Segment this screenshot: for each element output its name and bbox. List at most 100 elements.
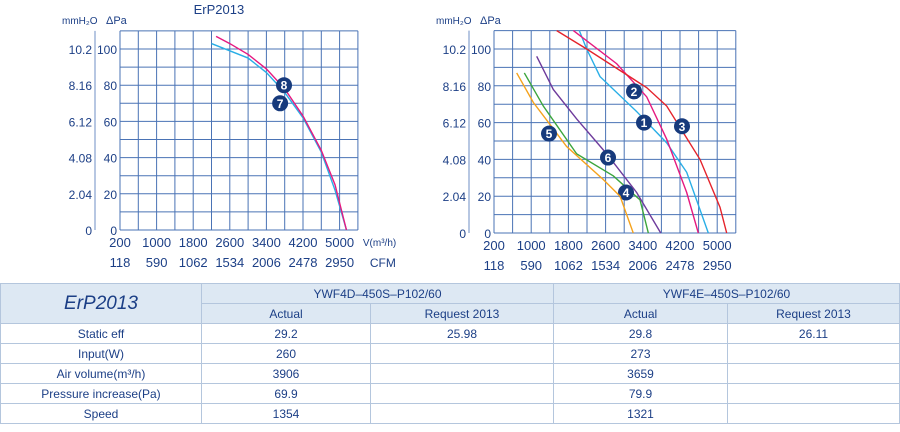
table-cell: 3906 (201, 363, 371, 384)
x-tick-label: 2600 (215, 235, 244, 250)
table-cell (727, 403, 900, 424)
table-cell: 260 (201, 343, 371, 364)
row-label: Air volume(m³/h) (0, 363, 202, 384)
y-tick-label: 60 (104, 115, 118, 129)
curve-marker-label: 1 (641, 116, 648, 130)
y-tick-label: 0 (484, 227, 491, 241)
table-row: Air volume(m³/h) 3906 3659 (0, 363, 900, 384)
x-tick-label: 5000 (703, 238, 732, 253)
x-tick-label: 1800 (179, 235, 208, 250)
curve-7 (211, 42, 348, 231)
x-tick-label: 4200 (289, 235, 318, 250)
y-tick-label-mm: 10.2 (69, 43, 93, 57)
x-tick-label-cfm: 1062 (179, 255, 208, 270)
row-label: Input(W) (0, 343, 202, 364)
curve-2 (572, 30, 699, 234)
curve-3 (556, 30, 728, 234)
curve-marker (276, 77, 293, 94)
curve-8 (215, 35, 348, 231)
y-unit-pa: ΔPa (480, 15, 502, 27)
y-tick-label-mm: 0 (459, 227, 466, 241)
x-tick-label: 1000 (517, 238, 546, 253)
curve-marker-label: 6 (605, 151, 612, 165)
y-unit-mm: mmH₂O (436, 16, 472, 27)
curve-marker-label: 5 (546, 127, 553, 141)
y-tick-label-mm: 8.16 (443, 80, 467, 94)
table-cell: 26.11 (727, 323, 900, 344)
x-tick-label: 200 (483, 238, 505, 253)
x-tick-label: 3400 (628, 238, 657, 253)
curve-marker (673, 118, 690, 135)
x-tick-label-cfm: 1062 (554, 258, 583, 273)
x-tick-label: 2600 (591, 238, 620, 253)
y-tick-label: 80 (478, 80, 492, 94)
x2-axis-label: CFM (370, 256, 396, 270)
y-tick-label-mm: 4.08 (69, 152, 93, 166)
curve-marker-label: 8 (281, 79, 288, 93)
y-tick-label-mm: 2.04 (69, 188, 93, 202)
x-tick-label-cfm: 118 (110, 255, 131, 270)
x-tick-label-cfm: 2950 (703, 258, 732, 273)
x-axis-label: V(m³/h) (363, 238, 396, 249)
y-unit-mm: mmH₂O (62, 16, 98, 27)
x-tick-label-cfm: 2950 (325, 255, 354, 270)
sub-header: Request 2013 (370, 303, 554, 324)
y-tick-label: 20 (478, 190, 492, 204)
curve-marker (272, 95, 289, 112)
y-tick-label-mm: 10.2 (443, 43, 467, 57)
x-tick-label: 4200 (666, 238, 695, 253)
row-label: Static eff (0, 323, 202, 344)
curve-marker (541, 125, 558, 142)
y-tick-label-mm: 6.12 (443, 117, 467, 131)
x-tick-label-cfm: 1534 (591, 258, 620, 273)
y-tick-label-mm: 6.12 (69, 115, 93, 129)
table-row: Speed 1354 1321 (0, 403, 900, 424)
x-tick-label-cfm: 2478 (289, 255, 318, 270)
y-tick-label: 20 (104, 188, 118, 202)
sub-header: Actual (201, 303, 371, 324)
curve-marker (626, 83, 643, 100)
y-tick-label: 40 (104, 152, 118, 166)
chart-title: ErP2013 (194, 2, 245, 17)
row-label: Speed (0, 403, 202, 424)
table-cell (370, 343, 554, 364)
x-tick-label: 5000 (325, 235, 354, 250)
erp-table: ErP2013 YWF4D–450S–P102/60 YWF4E–450S–P1… (0, 283, 900, 424)
curve-marker-label: 4 (623, 186, 630, 200)
x-tick-label-cfm: 118 (484, 258, 505, 273)
y-tick-label: 40 (478, 153, 492, 167)
curve-marker-label: 3 (679, 120, 686, 134)
curve-4 (523, 72, 650, 234)
y-tick-label: 0 (110, 224, 117, 238)
table-cell: 1321 (553, 403, 728, 424)
y-tick-label-mm: 8.16 (69, 79, 93, 93)
x-tick-label: 1800 (554, 238, 583, 253)
table-cell: 25.98 (370, 323, 554, 344)
y-tick-label-mm: 2.04 (443, 190, 467, 204)
table-cell: 79.9 (553, 383, 728, 404)
table-cell: 29.2 (201, 323, 371, 344)
row-label: Pressure increase(Pa) (0, 383, 202, 404)
x-tick-label: 200 (109, 235, 131, 250)
y-tick-label-mm: 0 (85, 224, 92, 238)
table-row: Static eff 29.2 25.98 29.8 26.11 (0, 323, 900, 344)
x-tick-label-cfm: 590 (146, 255, 168, 270)
table-cell (727, 363, 900, 384)
y-tick-label: 80 (104, 79, 118, 93)
model-header: YWF4E–450S–P102/60 (553, 283, 900, 304)
sub-header: Actual (553, 303, 728, 324)
table-cell: 3659 (553, 363, 728, 384)
curve-marker-label: 7 (277, 97, 284, 111)
sub-header: Request 2013 (727, 303, 900, 324)
curve-marker (618, 184, 635, 201)
x-tick-label-cfm: 2006 (628, 258, 657, 273)
x-tick-label-cfm: 2006 (252, 255, 281, 270)
curve-marker (636, 114, 653, 131)
x-tick-label-cfm: 1534 (215, 255, 244, 270)
table-cell: 1354 (201, 403, 371, 424)
y-unit-pa: ΔPa (106, 15, 128, 27)
table-title: ErP2013 (0, 283, 202, 324)
table-row: Input(W) 260 273 (0, 343, 900, 364)
x-tick-label: 3400 (252, 235, 281, 250)
